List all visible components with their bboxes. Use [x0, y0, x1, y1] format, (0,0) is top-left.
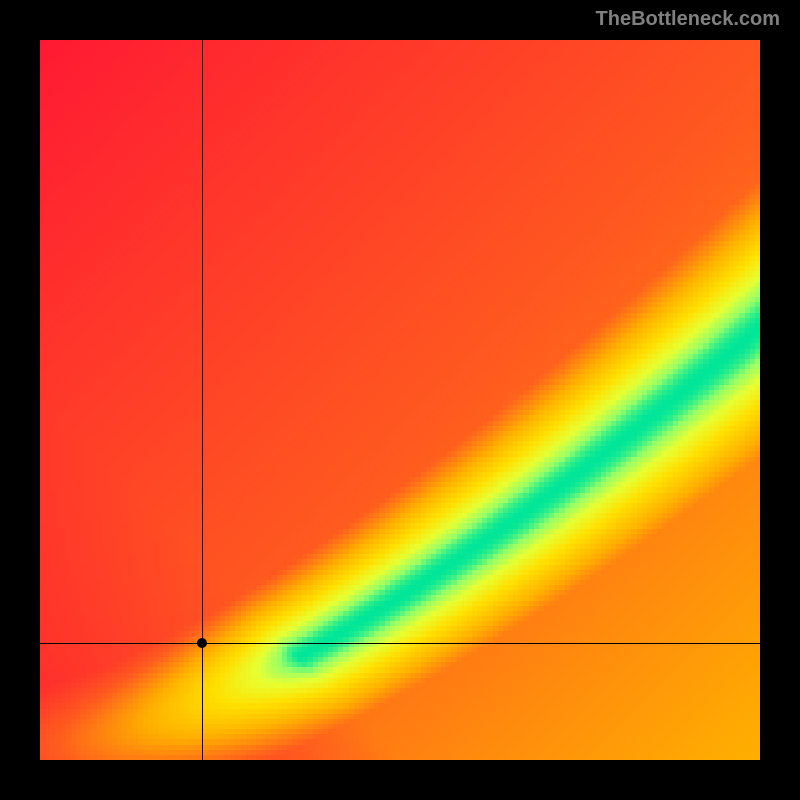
crosshair-horizontal-line: [40, 643, 760, 644]
heatmap-plot-area: [40, 40, 760, 760]
crosshair-marker-dot: [197, 638, 207, 648]
watermark-text: TheBottleneck.com: [596, 8, 780, 31]
bottleneck-heatmap: [40, 40, 760, 760]
crosshair-vertical-line: [202, 40, 203, 760]
